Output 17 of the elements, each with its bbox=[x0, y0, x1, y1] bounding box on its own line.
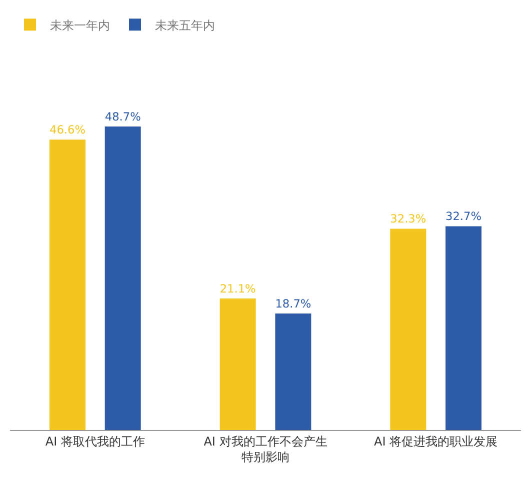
legend-label: 未来五年内 bbox=[155, 18, 215, 32]
x-tick-label: AI 将取代我的工作 bbox=[45, 434, 145, 448]
x-tick-label: AI 将促进我的职业发展 bbox=[374, 434, 498, 448]
bar bbox=[446, 226, 482, 430]
legend-label: 未来一年内 bbox=[50, 18, 110, 32]
data-label: 32.3% bbox=[390, 212, 426, 226]
data-label: 32.7% bbox=[446, 209, 482, 224]
bar bbox=[275, 313, 312, 430]
bar bbox=[104, 126, 141, 430]
x-tick-label: AI 对我的工作不会产生特别影响 bbox=[204, 434, 328, 464]
bar bbox=[50, 140, 86, 430]
data-label: 21.1% bbox=[220, 281, 256, 296]
data-label: 18.7% bbox=[275, 296, 312, 310]
bar bbox=[220, 298, 256, 430]
data-label: 46.6% bbox=[50, 122, 86, 137]
data-label: 48.7% bbox=[104, 110, 142, 124]
bar bbox=[390, 228, 426, 430]
